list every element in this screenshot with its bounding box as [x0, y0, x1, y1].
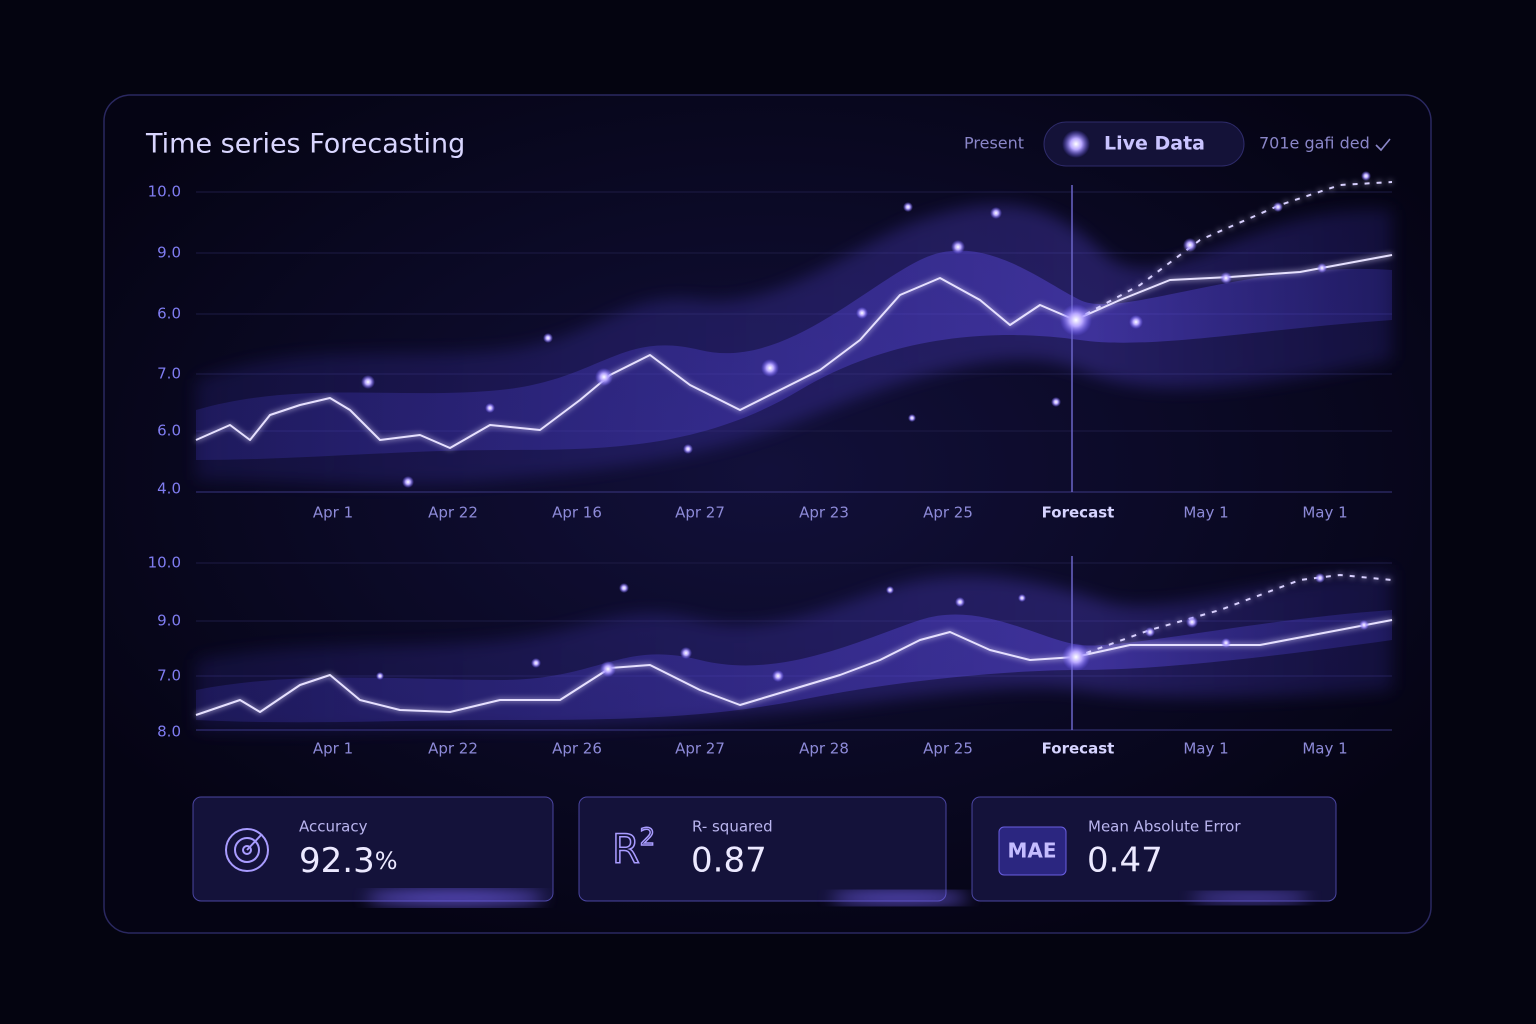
y-tick-label: 9.0	[157, 612, 181, 630]
sparkles	[361, 171, 1371, 488]
forecast-line	[1074, 573, 1393, 658]
card-glow	[1190, 892, 1310, 904]
x-tick-label: Apr 22	[428, 740, 478, 758]
y-tick-label: 6.0	[157, 422, 181, 440]
x-tick-label: May 1	[1302, 504, 1347, 522]
metric-label: Accuracy	[299, 818, 368, 836]
y-tick-label: 9.0	[157, 244, 181, 262]
inner-band	[196, 250, 1392, 460]
y-tick-label: 10.0	[148, 554, 181, 572]
x-tick-label: Forecast	[1042, 504, 1115, 522]
x-tick-label: Apr 28	[799, 740, 849, 758]
y-tick-label: 10.0	[148, 183, 181, 201]
chart-1	[195, 171, 1393, 493]
sparkles	[376, 573, 1369, 682]
x-tick-label: Apr 25	[923, 504, 973, 522]
x-tick-label: May 1	[1183, 740, 1228, 758]
y-tick-label: 7.0	[157, 667, 181, 685]
x-tick-label: May 1	[1183, 504, 1228, 522]
x-tick-label: Apr 16	[552, 504, 602, 522]
axis-labels: 10.0 9.0 6.0 7.0 6.0 4.0 Apr 1 Apr 22 Apr 16 Apr …	[148, 183, 1348, 758]
x-tick-label: May 1	[1302, 740, 1347, 758]
live-indicator	[1062, 130, 1090, 158]
forecast-line	[1074, 181, 1393, 321]
card-glow	[365, 890, 545, 906]
chart-2	[195, 556, 1393, 732]
metric-value: 0.47	[1087, 841, 1163, 881]
metric-value: 0.87	[691, 841, 767, 881]
title: Time series Forecasting	[145, 129, 465, 160]
mae-icon	[998, 826, 1067, 876]
y-tick-label: 7.0	[157, 365, 181, 383]
x-tick-label: Apr 27	[675, 504, 725, 522]
value: 92.3	[299, 841, 375, 881]
metric-label: R- squared	[692, 818, 773, 836]
y-tick-label: 8.0	[157, 723, 181, 741]
metric-card: Accuracy 92.3%	[192, 796, 554, 906]
y-tick-label: 4.0	[157, 480, 181, 498]
r2-icon: R2	[612, 823, 655, 873]
status-check	[1375, 138, 1391, 152]
x-tick-label: Apr 23	[799, 504, 849, 522]
card-glow	[830, 891, 970, 905]
metric-card: R2 R- squared 0.87	[578, 796, 970, 905]
mode-label: Present	[964, 134, 1024, 153]
y-tick-label: 6.0	[157, 305, 181, 323]
card-bg	[578, 796, 947, 902]
x-tick-label: Apr 26	[552, 740, 602, 758]
status-text: 701e gafi ded	[1259, 134, 1370, 153]
icon-sup: 2	[640, 823, 655, 851]
live-label[interactable]: Live Data	[1104, 133, 1205, 155]
metric-label: Mean Absolute Error	[1088, 818, 1241, 836]
mae-icon-text: MAE	[1007, 839, 1056, 863]
x-tick-label: Apr 22	[428, 504, 478, 522]
metric-value: 92.3%	[299, 841, 398, 881]
live-pill[interactable]	[1043, 121, 1245, 167]
accuracy-icon	[225, 828, 269, 872]
unit: %	[375, 847, 398, 875]
x-tick-label: Apr 1	[313, 740, 353, 758]
x-tick-label: Apr 1	[313, 504, 353, 522]
x-tick-label: Apr 25	[923, 740, 973, 758]
icon: R	[612, 827, 640, 873]
inner-band	[196, 610, 1392, 723]
x-tick-label: Forecast	[1042, 740, 1115, 758]
metric-card: MAE Mean Absolute Error 0.47	[971, 796, 1337, 904]
live-toggle[interactable]: Live Data	[1043, 121, 1245, 167]
x-tick-label: Apr 27	[675, 740, 725, 758]
